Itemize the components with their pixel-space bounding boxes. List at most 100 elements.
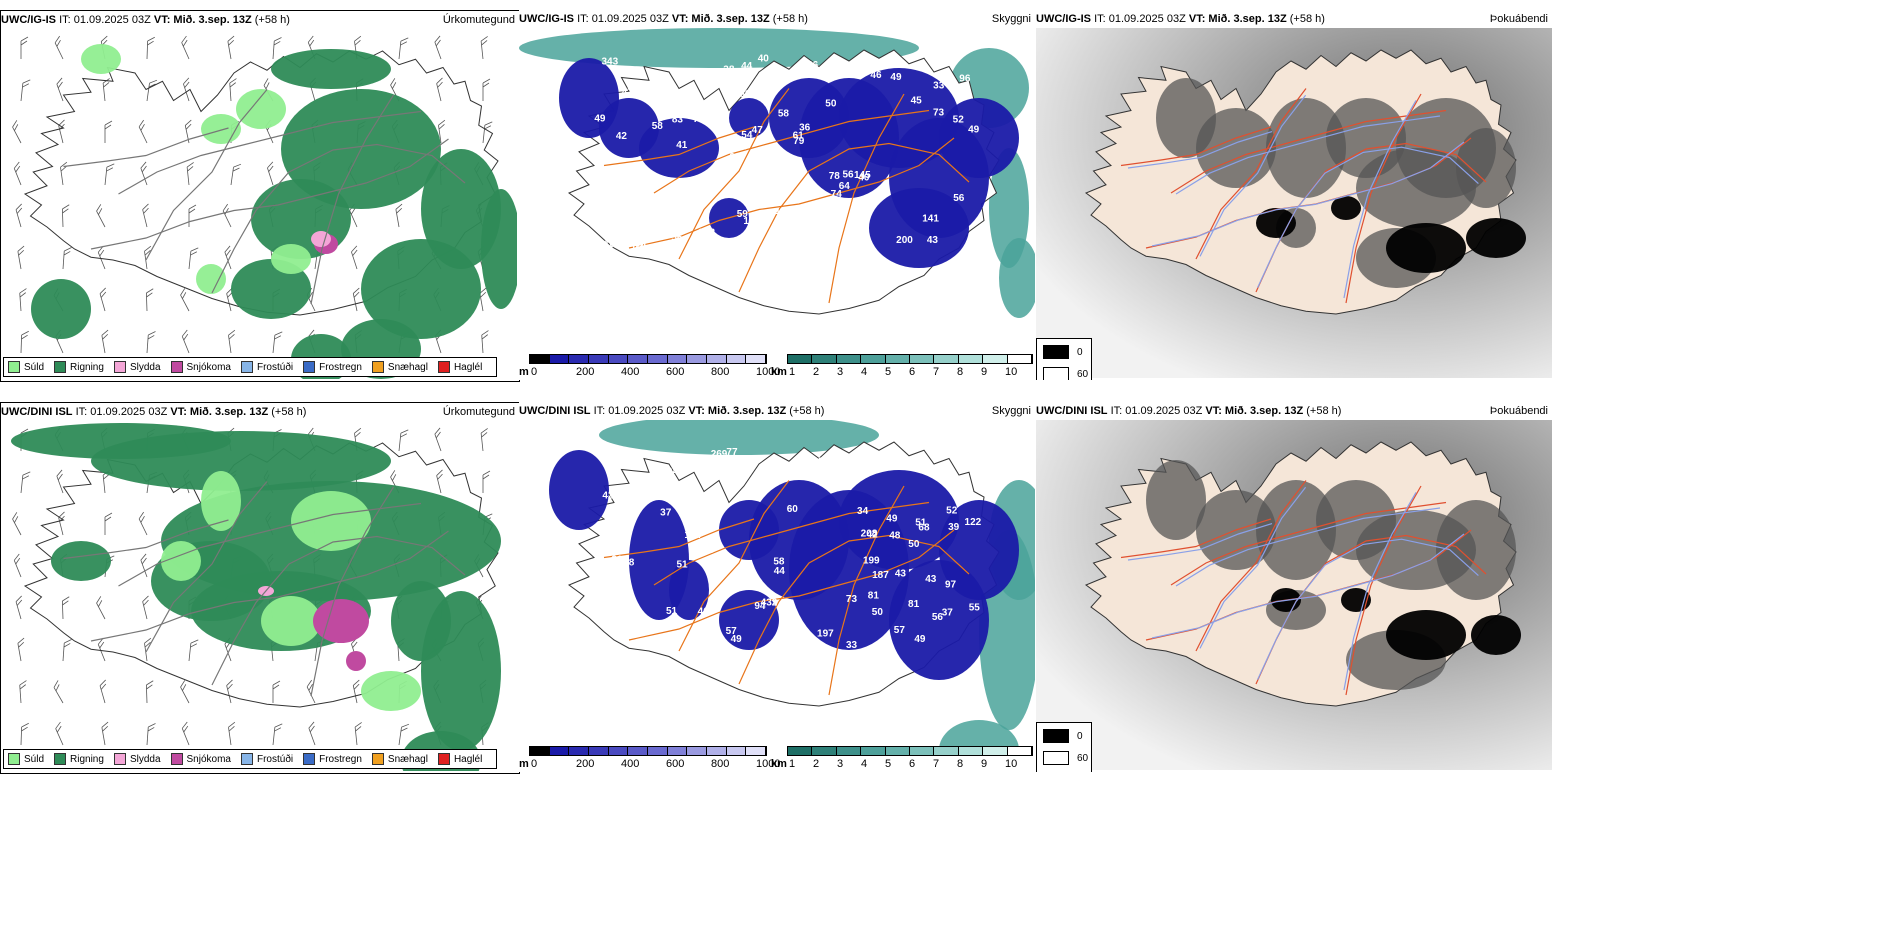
precip-legend-item: Frostúði — [240, 361, 293, 373]
visibility-tick: 7 — [933, 758, 940, 770]
init-time: IT: 01.09.2025 03Z — [59, 14, 151, 26]
legend-label: Slydda — [129, 361, 161, 373]
valid-time-label: VT: — [1188, 13, 1206, 25]
precip-legend-item: Snjókoma — [170, 753, 231, 765]
legend-label: Slydda — [129, 753, 161, 765]
visibility-tick: 10 — [1005, 366, 1018, 378]
visibility-tick: 9 — [981, 758, 988, 770]
valid-time: Mið. 3.sep. 13Z — [1224, 405, 1304, 417]
visibility-unit: km — [771, 366, 787, 378]
visibility-tick: 8 — [957, 366, 964, 378]
visibility-value: 38 — [635, 238, 647, 249]
fog-legend-row: 60 — [1043, 367, 1088, 380]
visibility-value: 932 — [791, 467, 808, 478]
visibility-value: 77 — [726, 447, 738, 458]
panel-header: UWC/IG-IS IT: 01.09.2025 03Z VT: Mið. 3.… — [1, 11, 519, 29]
legend-swatch — [8, 361, 20, 373]
visibility-value: 61 — [729, 152, 741, 163]
legend-swatch — [240, 361, 253, 373]
visibility-value: 57 — [726, 626, 738, 637]
visibility-value: 217 — [611, 555, 628, 566]
visibility-tick: 6 — [909, 366, 916, 378]
valid-time-label: VT: — [153, 14, 171, 26]
fog-legend-row: 60 — [1043, 751, 1088, 765]
lead-time: (+58 h) — [1306, 405, 1342, 417]
panel-header: UWC/DINI ISL IT: 01.09.2025 03Z VT: Mið.… — [519, 402, 1035, 420]
visibility-value: 78 — [829, 171, 841, 182]
visibility-colorbar: km 1 2 3 4 5 6 7 8 9 10 — [771, 746, 1033, 772]
precip-legend-item: Frostregn — [303, 361, 362, 373]
visibility-value: 36 — [799, 123, 811, 134]
visibility-value: 47 — [752, 125, 764, 136]
fog-legend: 0 60 — [1036, 338, 1092, 380]
panel-title: Skyggni — [991, 13, 1031, 25]
visibility-value: 37 — [660, 507, 672, 518]
visibility-tick: 1 — [789, 366, 796, 378]
visibility-tick: 4 — [861, 758, 868, 770]
visibility-value: 45 — [911, 95, 923, 106]
visibility-value: 49 — [781, 246, 793, 257]
valid-time: Mið. 3.sep. 13Z — [189, 406, 269, 418]
elevation-tick: 1000 — [756, 758, 781, 770]
visibility-value: 49 — [914, 634, 926, 645]
visibility-value: 49 — [731, 634, 743, 645]
model-name: UWC/IG-IS — [1, 14, 56, 26]
visibility-value: 33 — [846, 640, 858, 651]
elevation-colorbar-strip — [529, 746, 767, 756]
visibility-value: 120 — [742, 189, 759, 200]
visibility-tick: 9 — [981, 366, 988, 378]
visibility-value: 81 — [908, 599, 920, 610]
visibility-value: 56 — [842, 170, 854, 181]
visibility-value: 199 — [863, 556, 880, 567]
visibility-value: 60 — [787, 504, 799, 515]
visibility-value: 44 — [774, 566, 786, 577]
panel-title: Úrkomutegund — [442, 406, 515, 418]
visibility-value: 47 — [622, 87, 634, 98]
visibility-panel: UWC/IG-IS IT: 01.09.2025 03Z VT: Mið. 3.… — [519, 10, 1035, 380]
visibility-value: 97 — [945, 579, 957, 590]
visibility-value: 56 — [821, 215, 833, 226]
visibility-value: 63 — [633, 241, 645, 252]
precip-legend-item: Rigning — [54, 361, 104, 373]
precip-legend: Súld Rigning Slydda Snjókoma Frostúði — [3, 357, 498, 377]
visibility-value: 33 — [933, 81, 945, 92]
visibility-value: 43 — [925, 574, 937, 585]
visibility-value: 56 — [671, 232, 683, 243]
fog-swatch-white — [1043, 367, 1069, 380]
visibility-value: 83 — [672, 114, 684, 125]
fog-swatch-black — [1043, 729, 1069, 743]
visibility-value: 49 — [890, 72, 902, 83]
legend-swatch — [437, 753, 450, 765]
visibility-colorbar: km 1 2 3 4 5 6 7 8 9 10 — [771, 354, 1033, 380]
panel-header: UWC/IG-IS IT: 01.09.2025 03Z VT: Mið. 3.… — [1036, 10, 1552, 28]
panel-header: UWC/DINI ISL IT: 01.09.2025 03Z VT: Mið.… — [1, 403, 519, 421]
visibility-value: 68 — [918, 522, 930, 533]
visibility-value: 50 — [872, 607, 884, 618]
visibility-value: 58 — [652, 121, 664, 132]
precip-legend-item: Snjókoma — [170, 361, 231, 373]
visibility-value: 35 — [764, 473, 776, 484]
visibility-value: 40 — [600, 226, 612, 237]
visibility-value: 52 — [953, 114, 965, 125]
visibility-value: 74 — [831, 189, 843, 200]
legend-swatch — [8, 753, 20, 765]
elevation-colorbar-strip — [529, 354, 767, 364]
visibility-value: 94 — [754, 601, 766, 612]
precip-legend-item: Súld — [8, 361, 44, 373]
legend-label: Snæhagl — [387, 361, 428, 373]
legend-label: Frostregn — [319, 753, 362, 765]
visibility-value: 145 — [854, 170, 871, 181]
visibility-value: 58 — [773, 556, 785, 567]
visibility-value: 36 — [807, 60, 819, 71]
visibility-tick: 6 — [909, 758, 916, 770]
panel-title: Þokuábendi — [1489, 13, 1548, 25]
panel-title: Úrkomutegund — [442, 14, 515, 26]
visibility-value: 200 — [896, 235, 913, 246]
visibility-value: 58 — [778, 109, 790, 120]
visibility-value: 70 — [693, 114, 705, 125]
legend-swatch — [113, 361, 126, 373]
valid-time: Mið. 3.sep. 13Z — [707, 405, 787, 417]
visibility-value: 38 — [634, 249, 646, 260]
visibility-value: 94 — [829, 473, 841, 484]
lead-time: (+58 h) — [789, 405, 825, 417]
